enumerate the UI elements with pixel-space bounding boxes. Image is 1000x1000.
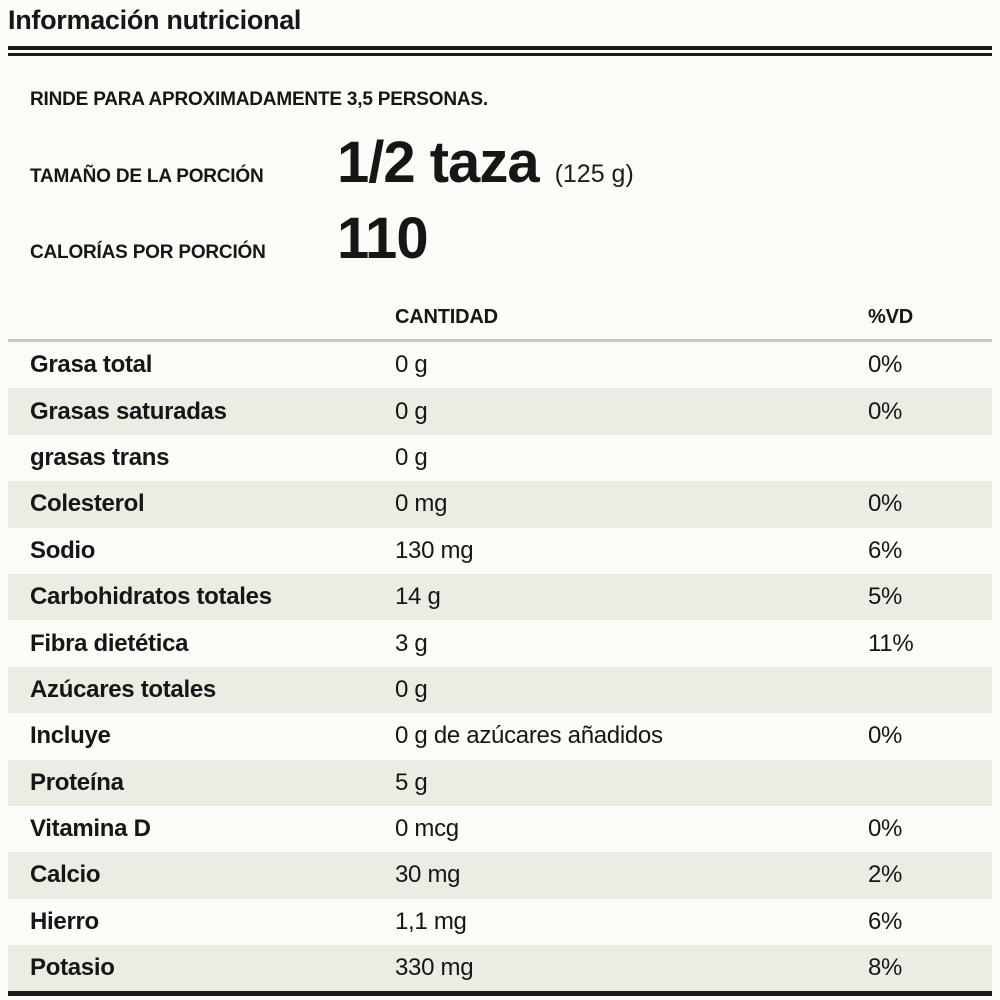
servings-note: RINDE PARA APROXIMADAMENTE 3,5 PERSONAS.	[30, 89, 488, 110]
nutrient-name: Grasas saturadas	[30, 397, 227, 425]
calories-row: CALORÍAS POR PORCIÓN 110	[30, 206, 429, 271]
page-title: Información nutricional	[8, 5, 302, 35]
bottom-divider	[8, 991, 992, 996]
nutrient-amount: 130 mg	[395, 536, 474, 564]
calories-value: 110	[337, 206, 429, 271]
table-row: Potasio 330 mg 8%	[8, 945, 992, 992]
table-row: Grasas saturadas 0 g 0%	[8, 388, 992, 435]
serving-size-row: TAMAÑO DE LA PORCIÓN 1/2 taza (125 g)	[30, 134, 634, 192]
nutrient-name: Proteína	[30, 768, 124, 796]
nutrient-daily-value: 0%	[868, 351, 903, 379]
nutrient-amount: 30 mg	[395, 861, 461, 889]
calories-label: CALORÍAS POR PORCIÓN	[30, 242, 266, 263]
column-header-amount: CANTIDAD	[395, 306, 498, 328]
column-header-daily-value: %VD	[868, 306, 913, 328]
nutrient-daily-value: 8%	[868, 954, 903, 982]
table-header-divider	[8, 339, 992, 342]
nutrient-amount: 0 g	[395, 443, 428, 471]
nutrient-amount: 3 g	[395, 629, 428, 657]
title-divider-top-line	[8, 46, 992, 50]
serving-size-label: TAMAÑO DE LA PORCIÓN	[30, 166, 264, 187]
table-row: Vitamina D 0 mcg 0%	[8, 806, 992, 852]
nutrient-name: Incluye	[30, 722, 111, 750]
serving-size-weight: (125 g)	[554, 160, 634, 188]
nutrient-amount: 0 g	[395, 675, 428, 703]
nutrient-name: Fibra dietética	[30, 629, 189, 657]
nutrient-name: Grasa total	[30, 351, 153, 379]
nutrient-amount: 14 g	[395, 583, 441, 611]
nutrient-name: Sodio	[30, 536, 96, 564]
table-row: Grasa total 0 g 0%	[8, 342, 992, 388]
table-row: Proteína 5 g	[8, 759, 992, 806]
title-divider-bottom-line	[8, 53, 992, 56]
nutrient-daily-value: 2%	[868, 861, 903, 889]
nutrient-amount: 0 g	[395, 351, 428, 379]
nutrient-daily-value: 0%	[868, 397, 903, 425]
nutrient-amount: 0 g	[395, 397, 428, 425]
nutrient-name: Colesterol	[30, 490, 145, 518]
nutrient-amount: 0 mcg	[395, 815, 459, 843]
table-row: Calcio 30 mg 2%	[8, 852, 992, 899]
nutrient-amount: 1,1 mg	[395, 907, 467, 935]
table-row: Fibra dietética 3 g 11%	[8, 620, 992, 666]
nutrient-name: Carbohidratos totales	[30, 583, 272, 611]
nutrient-daily-value: 6%	[868, 536, 903, 564]
nutrient-name: grasas trans	[30, 443, 170, 471]
nutrient-daily-value: 6%	[868, 907, 903, 935]
table-row: Hierro 1,1 mg 6%	[8, 899, 992, 945]
nutrient-amount: 5 g	[395, 768, 428, 796]
nutrient-daily-value: 0%	[868, 815, 903, 843]
nutrient-table: Grasa total 0 g 0% Grasas saturadas 0 g 0% gra…	[8, 342, 992, 992]
nutrient-name: Azúcares totales	[30, 675, 216, 703]
nutrient-daily-value: 11%	[868, 629, 914, 657]
table-row: Sodio 130 mg 6%	[8, 528, 992, 574]
serving-size-value: 1/2 taza	[337, 130, 540, 195]
nutrient-amount: 330 mg	[395, 954, 474, 982]
nutrient-daily-value: 0%	[868, 722, 903, 750]
nutrient-amount: 0 mg	[395, 490, 448, 518]
table-row: Azúcares totales 0 g	[8, 666, 992, 714]
nutrient-name: Calcio	[30, 861, 101, 889]
nutrient-name: Hierro	[30, 907, 99, 935]
table-row: Incluye 0 g de azúcares añadidos 0%	[8, 713, 992, 759]
nutrient-daily-value: 0%	[868, 490, 903, 518]
nutrient-amount: 0 g de azúcares añadidos	[395, 722, 663, 750]
nutrient-name: Vitamina D	[30, 815, 151, 843]
table-row: grasas trans 0 g	[8, 435, 992, 481]
nutrient-name: Potasio	[30, 954, 115, 982]
table-row: Colesterol 0 mg 0%	[8, 481, 992, 528]
title-divider	[8, 46, 992, 56]
table-row: Carbohidratos totales 14 g 5%	[8, 573, 992, 621]
nutrient-daily-value: 5%	[868, 583, 903, 611]
